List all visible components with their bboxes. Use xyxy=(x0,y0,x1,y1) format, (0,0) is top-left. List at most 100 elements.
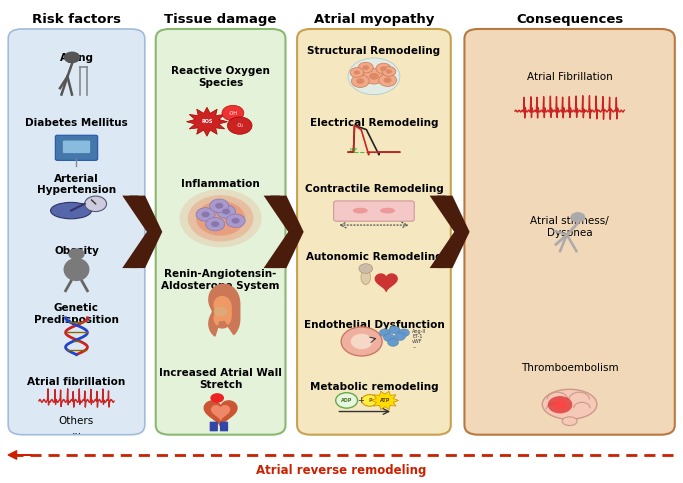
Polygon shape xyxy=(122,196,156,268)
FancyBboxPatch shape xyxy=(55,135,98,160)
Circle shape xyxy=(64,52,81,63)
Polygon shape xyxy=(186,107,227,136)
Text: ADP: ADP xyxy=(341,398,352,403)
Text: Increased Atrial Wall
Stretch: Increased Atrial Wall Stretch xyxy=(159,369,282,390)
Polygon shape xyxy=(212,406,229,420)
Ellipse shape xyxy=(352,208,367,213)
Text: ·OH: ·OH xyxy=(228,111,238,115)
Text: Atrial myopathy: Atrial myopathy xyxy=(314,13,434,26)
Ellipse shape xyxy=(361,270,370,284)
Text: ·O₂: ·O₂ xyxy=(236,123,243,128)
Circle shape xyxy=(226,214,245,227)
Circle shape xyxy=(222,209,230,214)
Text: Renin-Angiotensin-
Aldosterone System: Renin-Angiotensin- Aldosterone System xyxy=(161,270,280,291)
Circle shape xyxy=(85,196,107,212)
Circle shape xyxy=(68,248,85,260)
Text: Thromboembolism: Thromboembolism xyxy=(521,363,618,373)
Circle shape xyxy=(227,117,252,134)
Text: Others: Others xyxy=(59,416,94,426)
Circle shape xyxy=(215,203,223,209)
Circle shape xyxy=(354,70,360,74)
Text: Autonomic Remodeling: Autonomic Remodeling xyxy=(305,252,443,262)
Polygon shape xyxy=(209,284,240,336)
Circle shape xyxy=(335,393,358,408)
Circle shape xyxy=(388,339,399,346)
Ellipse shape xyxy=(380,208,395,213)
Text: Structural Remodeling: Structural Remodeling xyxy=(307,46,441,56)
Text: Inflammation: Inflammation xyxy=(181,179,260,188)
Circle shape xyxy=(180,189,262,247)
Text: Atrial reverse remodeling: Atrial reverse remodeling xyxy=(256,464,427,477)
Circle shape xyxy=(351,75,369,87)
Circle shape xyxy=(357,78,364,84)
Circle shape xyxy=(369,73,379,80)
Text: ATP: ATP xyxy=(380,398,390,403)
Text: Aging: Aging xyxy=(59,53,94,63)
Circle shape xyxy=(380,329,391,337)
Circle shape xyxy=(350,68,363,77)
Ellipse shape xyxy=(562,417,577,426)
Text: ROS: ROS xyxy=(201,119,212,124)
Polygon shape xyxy=(436,196,470,268)
Circle shape xyxy=(386,70,392,73)
Polygon shape xyxy=(376,274,397,291)
Circle shape xyxy=(217,205,236,218)
Text: vWF: vWF xyxy=(413,339,423,344)
Circle shape xyxy=(399,329,410,337)
Text: P: P xyxy=(368,398,372,403)
Circle shape xyxy=(548,396,572,413)
Circle shape xyxy=(384,334,395,341)
Circle shape xyxy=(382,67,396,76)
FancyBboxPatch shape xyxy=(297,29,451,435)
Polygon shape xyxy=(214,297,231,325)
Text: Atrial Fibrillation: Atrial Fibrillation xyxy=(527,72,613,82)
Text: Electrical Remodeling: Electrical Remodeling xyxy=(309,118,438,128)
Text: ...: ... xyxy=(72,426,81,436)
FancyBboxPatch shape xyxy=(220,422,228,431)
Text: Ang-II: Ang-II xyxy=(413,329,427,334)
Circle shape xyxy=(553,400,567,410)
Text: Metabolic remodeling: Metabolic remodeling xyxy=(309,383,438,392)
Text: Consequences: Consequences xyxy=(516,13,624,26)
Ellipse shape xyxy=(64,258,89,281)
Polygon shape xyxy=(129,196,163,268)
Ellipse shape xyxy=(51,202,92,219)
Text: ...: ... xyxy=(413,344,417,349)
Text: Contractile Remodeling: Contractile Remodeling xyxy=(305,185,443,194)
Polygon shape xyxy=(430,196,463,268)
Circle shape xyxy=(348,58,400,95)
Circle shape xyxy=(206,217,225,231)
Circle shape xyxy=(363,69,385,84)
FancyArrowPatch shape xyxy=(8,451,31,459)
Circle shape xyxy=(358,62,373,73)
Circle shape xyxy=(232,218,240,224)
Polygon shape xyxy=(204,401,237,426)
Text: Arterial
Hypertension: Arterial Hypertension xyxy=(37,174,116,195)
Text: Genetic
Predisposition: Genetic Predisposition xyxy=(34,303,119,325)
Polygon shape xyxy=(372,391,399,410)
Circle shape xyxy=(196,201,245,236)
Circle shape xyxy=(363,65,369,70)
Circle shape xyxy=(380,66,387,71)
Polygon shape xyxy=(270,196,304,268)
FancyBboxPatch shape xyxy=(63,141,90,153)
Circle shape xyxy=(389,326,400,334)
Text: ERP: ERP xyxy=(350,148,358,152)
Circle shape xyxy=(376,63,391,74)
Text: Atrial stiffness/
Dyspnea: Atrial stiffness/ Dyspnea xyxy=(530,216,609,238)
FancyBboxPatch shape xyxy=(333,201,414,221)
Polygon shape xyxy=(264,196,297,268)
Circle shape xyxy=(359,264,373,273)
Circle shape xyxy=(362,395,378,406)
Text: Diabetes Mellitus: Diabetes Mellitus xyxy=(25,118,128,128)
Circle shape xyxy=(570,212,585,223)
FancyBboxPatch shape xyxy=(8,29,145,435)
Text: Obesity: Obesity xyxy=(54,246,99,256)
Text: Tissue damage: Tissue damage xyxy=(165,13,277,26)
Text: +: + xyxy=(357,396,364,405)
Circle shape xyxy=(188,195,253,242)
Circle shape xyxy=(210,393,224,403)
Circle shape xyxy=(201,212,210,217)
Circle shape xyxy=(378,74,397,86)
Circle shape xyxy=(384,77,391,83)
